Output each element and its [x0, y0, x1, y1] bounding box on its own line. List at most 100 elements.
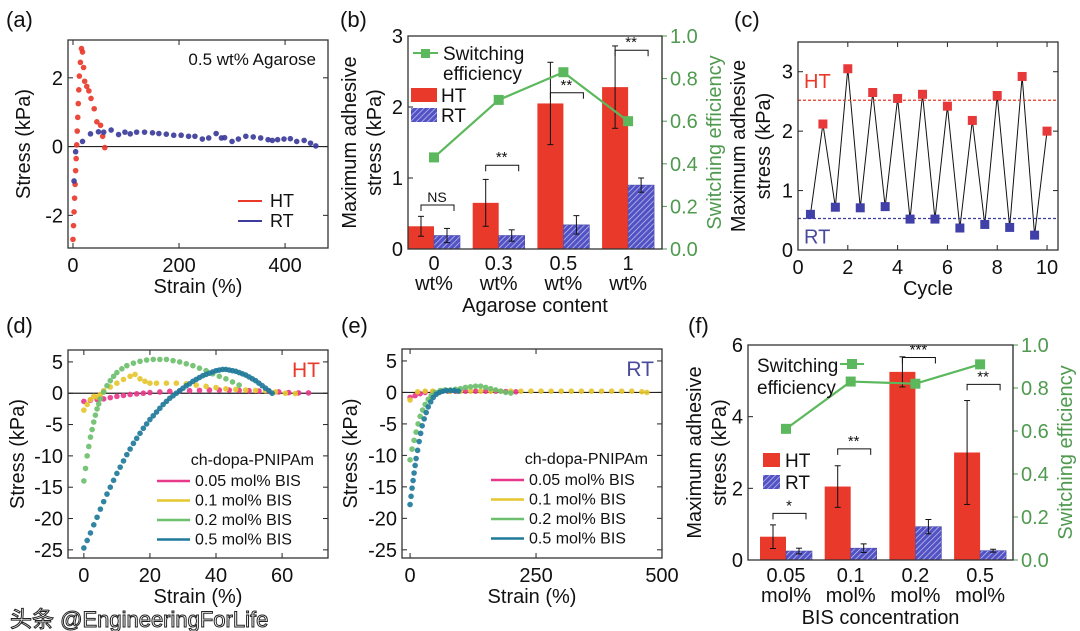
x-tick-label: 0.5	[549, 253, 577, 275]
y-tick-label: 6	[732, 335, 743, 357]
panel-a: (a) Stress (kPa) -2 0 2 0 200 400 Strain (%) 0.5 …	[6, 7, 329, 298]
data-point	[229, 379, 236, 385]
series-0.5-mol-BIS	[407, 387, 462, 508]
data-point	[233, 386, 239, 393]
legend-label: 0.2 mol% BIS	[529, 511, 626, 528]
HT-data-point	[992, 90, 1002, 100]
annotation: RT	[626, 358, 654, 381]
data-point	[170, 357, 176, 364]
data-point	[558, 388, 565, 394]
data-point	[157, 405, 163, 412]
legend-label: RT	[785, 473, 810, 494]
x-axis-label: BIS concentration	[802, 607, 960, 629]
data-point	[92, 412, 99, 418]
HT-data-point	[818, 119, 828, 129]
x-tick-label: 0.5	[966, 565, 994, 587]
y-tick-label: -15	[34, 477, 63, 499]
data-point	[84, 453, 90, 459]
data-point	[137, 376, 143, 382]
data-point	[419, 423, 425, 429]
data-point	[72, 148, 79, 155]
data-point	[477, 383, 484, 389]
data-point	[307, 140, 314, 146]
HT-data-point	[868, 88, 878, 98]
y2-tick-label: 0.8	[670, 69, 698, 91]
data-point	[107, 394, 114, 401]
data-point	[178, 132, 184, 139]
y-axis-label: stress (kPa)	[709, 399, 731, 506]
data-point	[213, 130, 219, 137]
x-tick-unit: mol%	[826, 585, 876, 607]
data-point	[153, 380, 160, 387]
data-point	[143, 421, 150, 427]
data-point	[79, 49, 86, 55]
data-point	[114, 470, 120, 477]
data-point	[147, 380, 153, 387]
data-point	[472, 383, 479, 389]
data-point	[71, 178, 77, 184]
HT-data-point	[918, 89, 928, 99]
series-RT	[71, 127, 319, 184]
y-axis-label: stress (kPa)	[364, 89, 386, 196]
data-point	[107, 484, 114, 491]
data-point	[408, 493, 414, 500]
x-tick-label: 250	[519, 565, 552, 587]
data-point	[133, 435, 140, 442]
legend-label: 0.2 mol% BIS	[195, 512, 292, 529]
data-point	[108, 127, 114, 133]
y-tick-label: -20	[368, 508, 397, 530]
legend-label: RT	[441, 106, 466, 127]
y2-tick-label: 0.2	[670, 196, 698, 218]
data-point	[412, 462, 418, 469]
data-point	[143, 357, 150, 363]
switching-efficiency-point	[429, 152, 439, 163]
data-point	[185, 133, 192, 140]
RT-data-point	[830, 202, 840, 212]
data-point	[79, 138, 86, 145]
x-tick-label: 8	[992, 257, 1003, 279]
RT-data-point	[905, 214, 915, 224]
x-tick-label: 1	[623, 253, 634, 275]
data-point	[130, 440, 137, 447]
data-point	[443, 387, 450, 394]
data-point	[269, 137, 276, 144]
data-point	[130, 360, 137, 366]
data-point	[287, 135, 294, 142]
data-point	[257, 135, 264, 141]
data-point	[157, 356, 163, 363]
data-point	[414, 389, 421, 395]
data-point	[265, 136, 271, 143]
data-point	[86, 88, 92, 94]
y-tick-label: 2	[392, 97, 403, 119]
x-axis-label: Strain (%)	[488, 586, 577, 608]
data-point	[100, 498, 107, 505]
data-point	[196, 365, 203, 371]
plot-frame	[67, 39, 329, 249]
panel-label: (e)	[341, 313, 368, 338]
significance-label: ***	[910, 342, 928, 359]
panel-label: (a)	[6, 7, 33, 32]
data-point	[407, 397, 413, 403]
plot-frame	[797, 41, 1059, 251]
y-tick-label: 1	[782, 181, 793, 203]
data-point	[74, 128, 81, 134]
y-tick-label: -25	[368, 540, 397, 562]
x-tick-label: 0.3	[485, 253, 513, 275]
data-point	[206, 387, 213, 393]
y-axis-label: Stress (kPa)	[340, 398, 362, 508]
data-point	[417, 413, 423, 420]
y-axis-label: Stress (kPa)	[7, 399, 29, 509]
data-point	[528, 388, 534, 394]
data-point	[81, 478, 87, 484]
data-point	[292, 390, 299, 397]
y-tick-label: -5	[379, 414, 397, 436]
data-point	[115, 131, 122, 138]
x-axis-label: Cycle	[903, 278, 953, 300]
data-point	[87, 434, 94, 440]
data-point	[472, 388, 479, 394]
data-point	[578, 388, 585, 394]
data-point	[223, 386, 229, 392]
series-HT	[70, 45, 108, 243]
series-0.2-mol-BIS	[407, 383, 514, 463]
